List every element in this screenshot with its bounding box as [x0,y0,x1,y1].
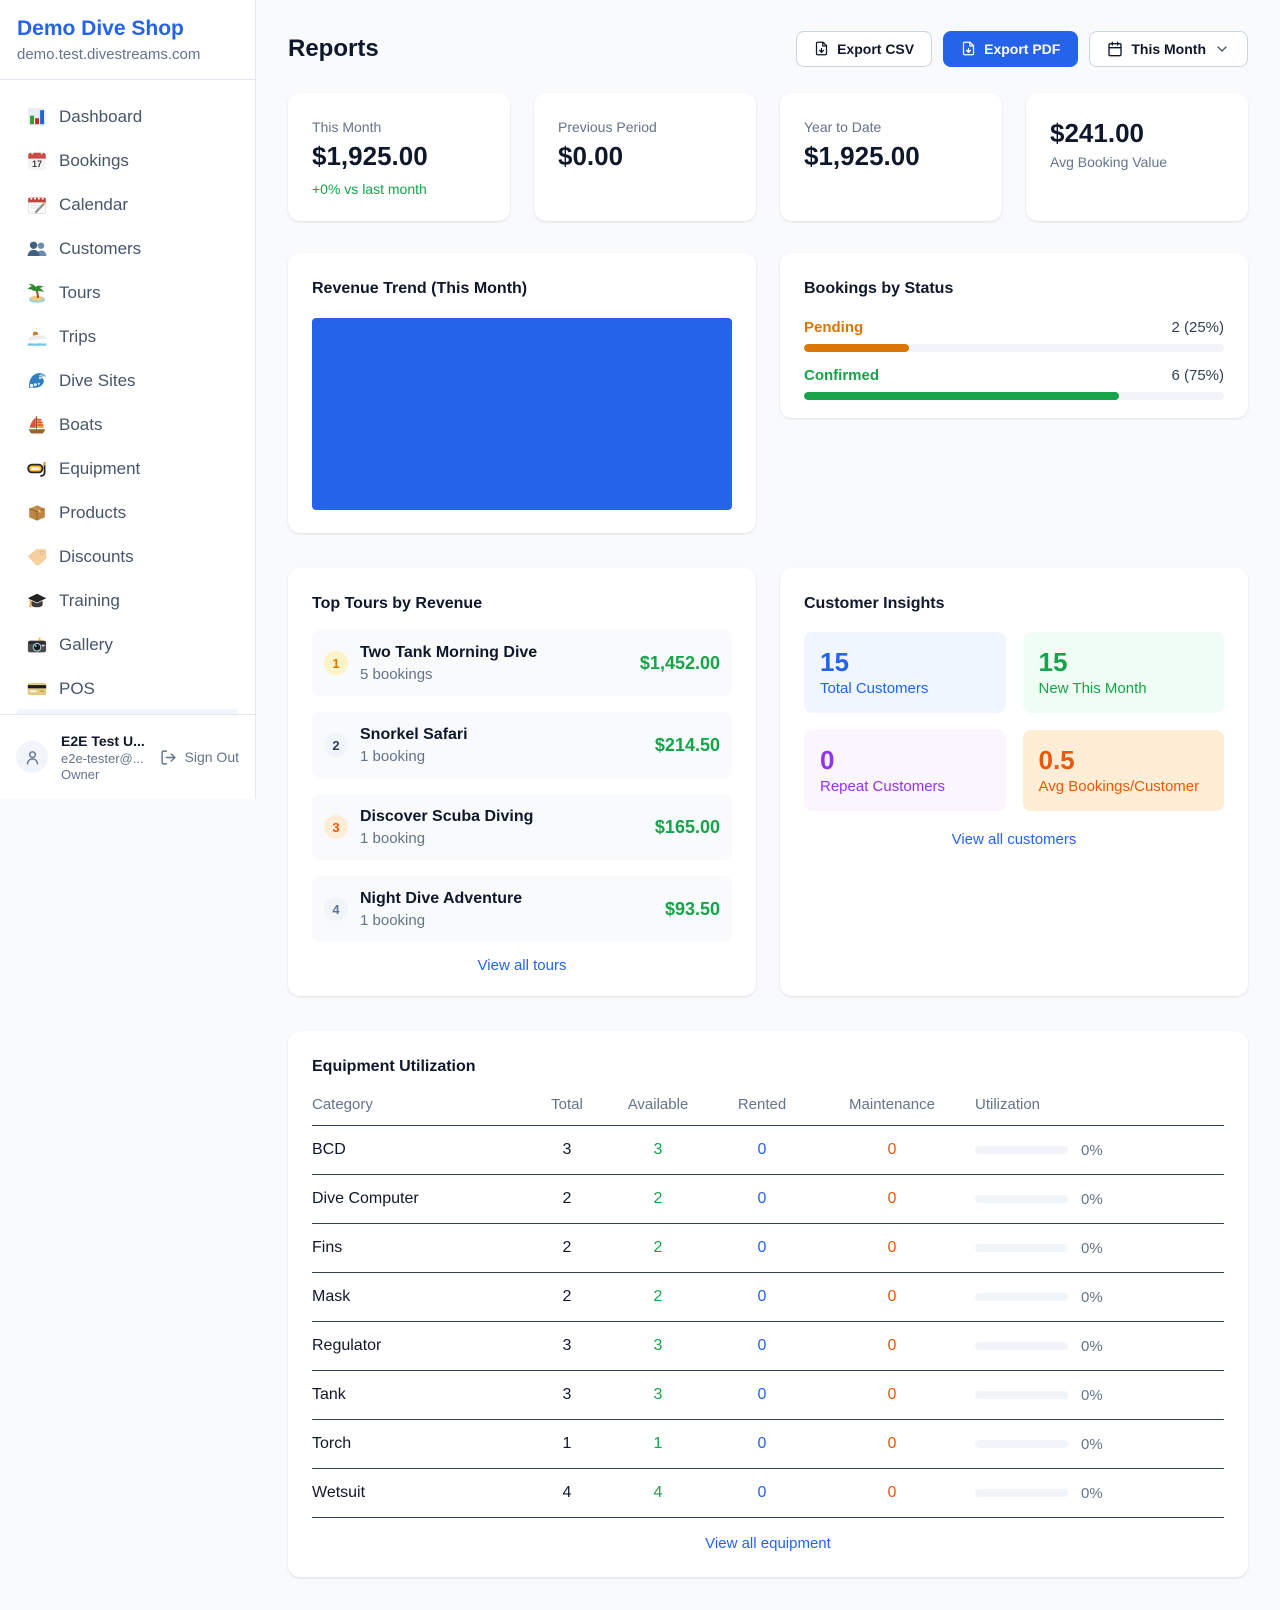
svg-text:17: 17 [32,159,42,169]
